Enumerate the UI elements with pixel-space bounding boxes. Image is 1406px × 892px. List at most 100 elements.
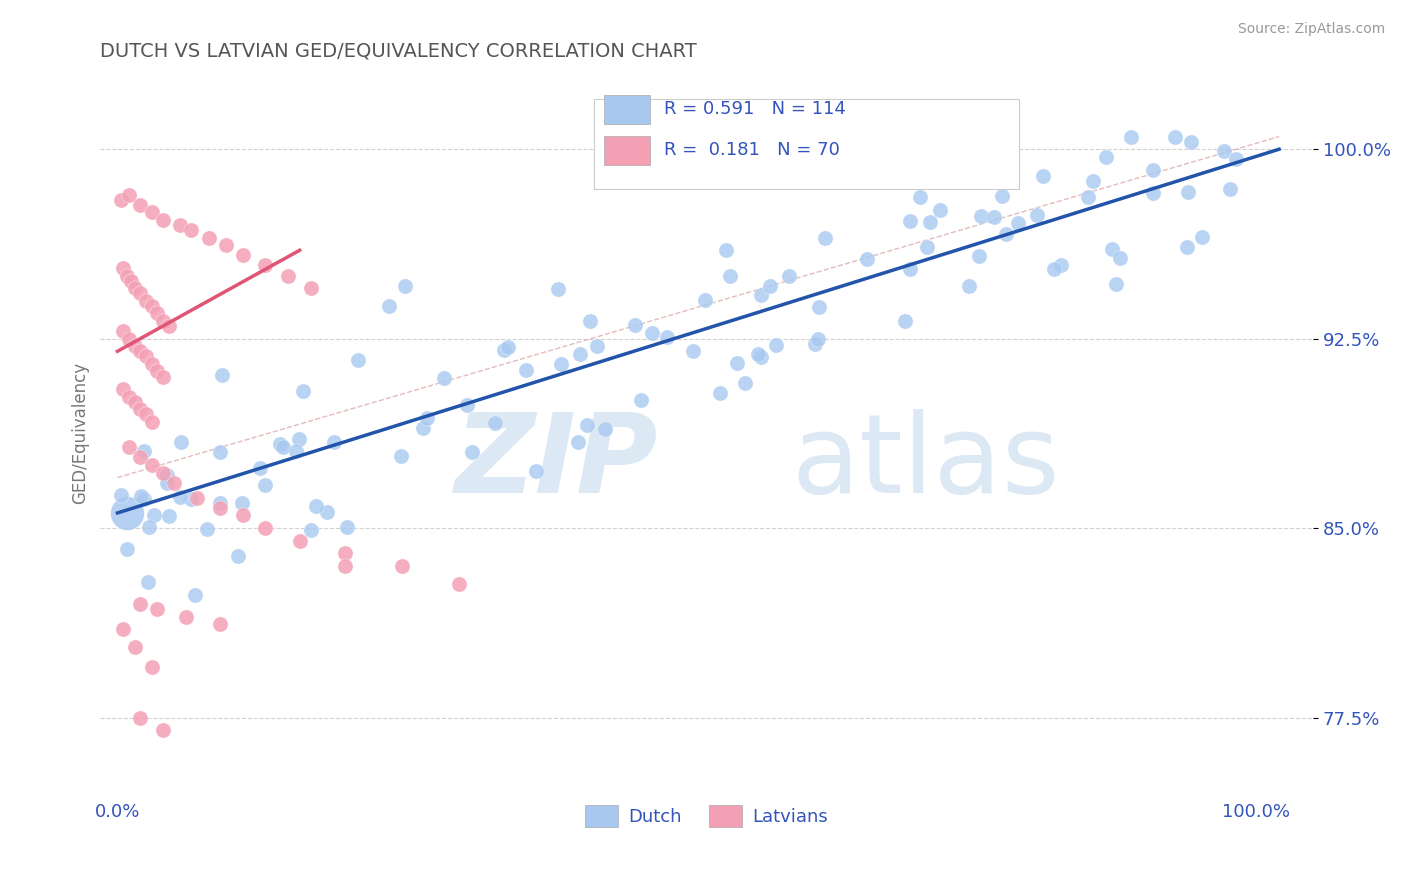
Point xyxy=(908,151,931,165)
Point xyxy=(983,211,1005,225)
Point xyxy=(894,313,917,327)
Point xyxy=(682,343,704,358)
Point xyxy=(1105,277,1128,292)
Point xyxy=(322,434,344,449)
Point xyxy=(292,384,315,399)
Point xyxy=(124,394,146,409)
Legend: Dutch, Latvians: Dutch, Latvians xyxy=(578,798,835,835)
Point xyxy=(132,492,155,507)
Point xyxy=(141,205,163,219)
Point xyxy=(232,248,254,262)
Point xyxy=(550,357,572,371)
Point xyxy=(1121,129,1143,144)
Point xyxy=(249,461,271,475)
Point xyxy=(1077,190,1099,204)
Point xyxy=(254,521,277,535)
Point xyxy=(135,408,157,422)
Point xyxy=(814,230,837,244)
Point xyxy=(915,240,938,254)
Text: atlas: atlas xyxy=(792,409,1059,516)
Point xyxy=(138,574,160,589)
Point xyxy=(1213,144,1236,158)
Point xyxy=(1083,173,1105,187)
Point xyxy=(141,660,163,674)
Point xyxy=(174,609,197,624)
Point xyxy=(129,710,152,724)
Point xyxy=(112,324,135,338)
Point xyxy=(299,524,322,538)
Point xyxy=(394,279,416,293)
Point xyxy=(232,508,254,523)
Point xyxy=(288,533,311,548)
Point xyxy=(115,268,138,283)
Point xyxy=(141,415,163,429)
Point xyxy=(146,364,169,378)
Point xyxy=(908,190,931,204)
Point xyxy=(709,385,731,400)
Point xyxy=(547,282,569,296)
Text: ZIP: ZIP xyxy=(454,409,658,516)
Point xyxy=(271,440,294,454)
Point xyxy=(254,478,277,492)
Point xyxy=(991,189,1014,203)
Point xyxy=(765,337,787,351)
Point xyxy=(208,617,231,632)
Point xyxy=(277,268,299,283)
Point xyxy=(141,357,163,371)
Y-axis label: GED/Equivalency: GED/Equivalency xyxy=(72,362,89,505)
Point xyxy=(1043,261,1066,276)
Point xyxy=(335,559,357,574)
Point xyxy=(461,445,484,459)
FancyBboxPatch shape xyxy=(603,95,650,124)
Point xyxy=(576,417,599,432)
Point xyxy=(138,519,160,533)
Point xyxy=(655,330,678,344)
Point xyxy=(630,393,652,408)
Point xyxy=(180,491,202,506)
Point xyxy=(898,214,921,228)
Point xyxy=(346,352,368,367)
Point xyxy=(146,602,169,616)
Point xyxy=(180,223,202,237)
Point xyxy=(157,319,180,334)
Point xyxy=(515,363,537,377)
Point xyxy=(186,491,208,505)
Point xyxy=(494,343,516,357)
Point xyxy=(152,723,174,738)
Point xyxy=(184,588,207,602)
Point xyxy=(1180,135,1202,149)
Point xyxy=(449,576,471,591)
Point xyxy=(524,464,547,478)
Point xyxy=(693,293,716,307)
Point xyxy=(623,318,645,332)
Point xyxy=(415,411,437,425)
Point xyxy=(157,508,180,523)
Point xyxy=(118,187,141,202)
Text: R =  0.181   N = 70: R = 0.181 N = 70 xyxy=(665,142,841,160)
Point xyxy=(1025,209,1047,223)
Point xyxy=(129,402,152,417)
Point xyxy=(749,350,772,364)
Point xyxy=(152,466,174,480)
Point xyxy=(124,281,146,295)
Point xyxy=(316,505,339,519)
Point xyxy=(141,458,163,472)
Point xyxy=(228,549,250,564)
Point xyxy=(118,332,141,346)
Point xyxy=(1142,162,1164,177)
Point xyxy=(156,467,179,482)
Point xyxy=(967,249,990,263)
Point xyxy=(129,450,152,465)
Point xyxy=(269,437,291,451)
Point xyxy=(586,339,609,353)
Point xyxy=(994,227,1017,241)
Point xyxy=(579,314,602,328)
Point xyxy=(957,279,980,293)
Point xyxy=(569,347,592,361)
Point xyxy=(1007,216,1029,230)
Point xyxy=(389,449,412,463)
Point xyxy=(195,523,218,537)
Point xyxy=(377,299,399,313)
Point xyxy=(1175,240,1198,254)
Point xyxy=(146,306,169,320)
